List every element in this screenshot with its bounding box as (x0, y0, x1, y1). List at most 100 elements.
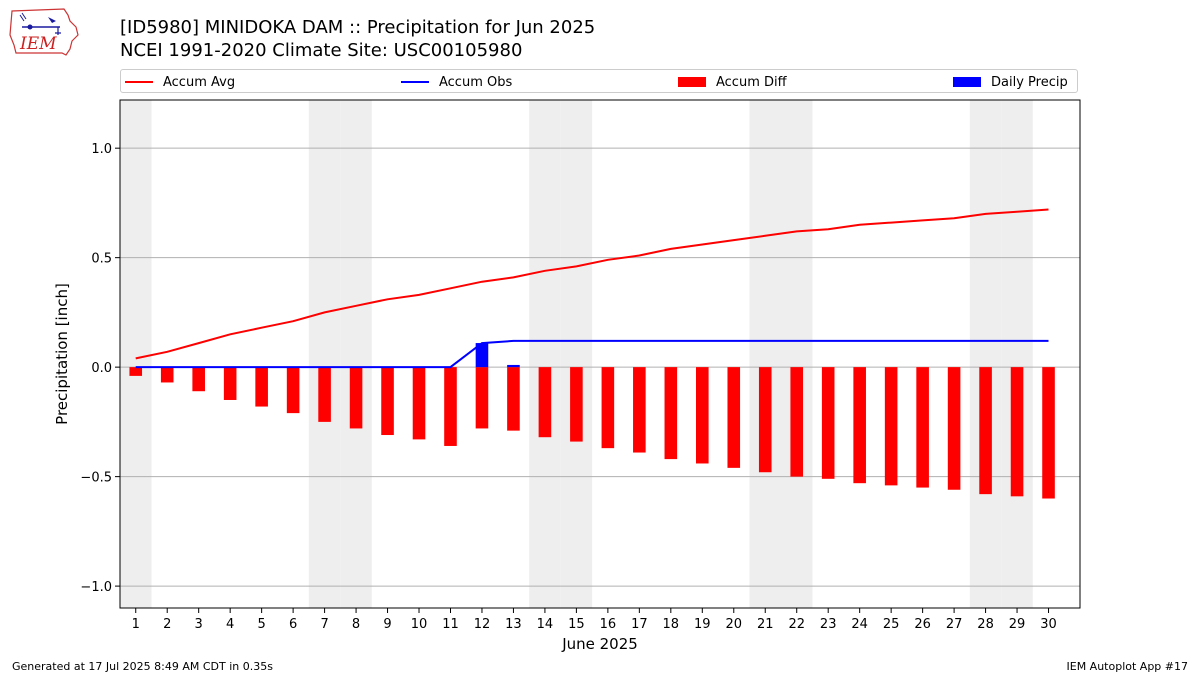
bar-accum-diff (286, 367, 300, 414)
legend-item-accum-obs: Accum Obs (401, 74, 512, 90)
bar-accum-diff (790, 367, 804, 477)
bar-accum-diff (475, 367, 489, 429)
bar-accum-diff (727, 367, 741, 468)
weekend-shade (340, 100, 372, 608)
x-tick-label: 7 (320, 617, 328, 632)
bar-accum-diff (601, 367, 615, 449)
legend-swatch-daily-precip (953, 77, 981, 87)
line-accum-avg (135, 208, 1049, 360)
x-axis-label: June 2025 (562, 635, 638, 653)
x-tick-label: 22 (788, 617, 805, 632)
logo-text: IEM (19, 34, 57, 54)
x-tick-label: 25 (883, 617, 900, 632)
bar-accum-diff (570, 367, 583, 442)
bar-accum-diff (223, 367, 237, 400)
weekend-shade (969, 100, 1002, 608)
weekend-shade (780, 100, 813, 608)
x-tick-label: 18 (663, 617, 680, 632)
chart-legend: Accum Avg Accum Obs Accum Diff Daily Pre… (120, 69, 1078, 93)
iem-logo: IEM (9, 8, 79, 56)
bar-accum-diff (255, 367, 268, 407)
line-accum-obs (135, 339, 1049, 369)
bar-accum-diff (318, 367, 331, 422)
bar-accum-diff (192, 367, 205, 392)
legend-swatch-accum-diff (678, 77, 706, 87)
bar-accum-diff (1042, 367, 1055, 499)
bar-accum-diff (979, 367, 992, 495)
x-tick-label: 2 (163, 617, 171, 632)
bar-daily-precip (507, 364, 520, 368)
x-tick-label: 3 (195, 617, 203, 632)
y-tick-label: 0.5 (91, 252, 112, 267)
legend-item-daily-precip: Daily Precip (953, 74, 1068, 90)
weekend-shade (308, 100, 341, 608)
x-tick-label: 27 (946, 617, 963, 632)
x-tick-label: 16 (600, 617, 617, 632)
weekend-shade (1001, 100, 1033, 608)
x-tick-label: 1 (132, 617, 140, 632)
bar-accum-diff (821, 367, 835, 479)
bar-accum-diff (947, 367, 961, 490)
x-tick-label: 8 (352, 617, 360, 632)
plot-frame (119, 99, 1081, 609)
x-tick-label: 26 (914, 617, 931, 632)
footer-generated: Generated at 17 Jul 2025 8:49 AM CDT in … (12, 660, 273, 673)
bar-accum-diff (884, 367, 898, 486)
bar-accum-diff (381, 367, 394, 436)
bar-accum-diff (633, 367, 646, 453)
legend-label-accum-obs: Accum Obs (439, 74, 513, 90)
weekend-shade (120, 100, 152, 608)
x-tick-label: 21 (757, 617, 774, 632)
bar-accum-diff (160, 367, 174, 383)
x-tick-label: 13 (505, 617, 522, 632)
x-tick-label: 5 (257, 617, 265, 632)
bar-accum-diff (129, 367, 143, 376)
x-tick-label: 17 (631, 617, 648, 632)
legend-label-accum-diff: Accum Diff (716, 74, 787, 90)
bar-accum-diff (758, 367, 772, 473)
y-tick-label: 0.0 (91, 361, 112, 376)
y-tick-label: 1.0 (91, 142, 112, 157)
x-tick-label: 11 (442, 617, 459, 632)
y-tick-label: −0.5 (80, 471, 112, 486)
bar-accum-diff (349, 367, 363, 429)
x-tick-label: 29 (1009, 617, 1026, 632)
bar-accum-diff (853, 367, 866, 484)
x-tick-label: 14 (537, 617, 554, 632)
x-tick-label: 24 (851, 617, 868, 632)
weekend-shade (749, 100, 781, 608)
y-axis-label: Precipitation [inch] (53, 283, 71, 425)
bar-accum-diff (444, 367, 457, 446)
chart-title: [ID5980] MINIDOKA DAM :: Precipitation f… (120, 17, 596, 38)
x-tick-label: 12 (474, 617, 491, 632)
bar-accum-diff (916, 367, 929, 488)
bar-accum-diff (696, 367, 709, 464)
x-tick-label: 19 (694, 617, 711, 632)
bar-accum-diff (412, 367, 426, 440)
legend-label-daily-precip: Daily Precip (991, 74, 1068, 90)
x-tick-label: 30 (1040, 617, 1057, 632)
chart-subtitle: NCEI 1991-2020 Climate Site: USC00105980 (120, 40, 523, 61)
x-tick-label: 28 (977, 617, 994, 632)
legend-item-accum-diff: Accum Diff (678, 74, 787, 90)
y-tick-label: −1.0 (80, 580, 112, 595)
x-tick-label: 4 (226, 617, 234, 632)
legend-label-accum-avg: Accum Avg (163, 74, 236, 90)
bar-accum-diff (507, 367, 520, 431)
x-tick-label: 15 (568, 617, 585, 632)
x-tick-label: 23 (820, 617, 837, 632)
x-tick-label: 6 (289, 617, 297, 632)
x-tick-label: 20 (725, 617, 742, 632)
legend-swatch-accum-obs (401, 81, 429, 83)
weekend-shade (560, 100, 593, 608)
x-tick-label: 10 (411, 617, 428, 632)
legend-swatch-accum-avg (125, 81, 153, 83)
bar-accum-diff (1010, 367, 1024, 497)
x-tick-label: 9 (383, 617, 391, 632)
weekend-shade (529, 100, 561, 608)
footer-app: IEM Autoplot App #17 (1066, 660, 1189, 673)
bar-accum-diff (538, 367, 552, 438)
legend-item-accum-avg: Accum Avg (125, 74, 235, 90)
bar-accum-diff (664, 367, 678, 460)
